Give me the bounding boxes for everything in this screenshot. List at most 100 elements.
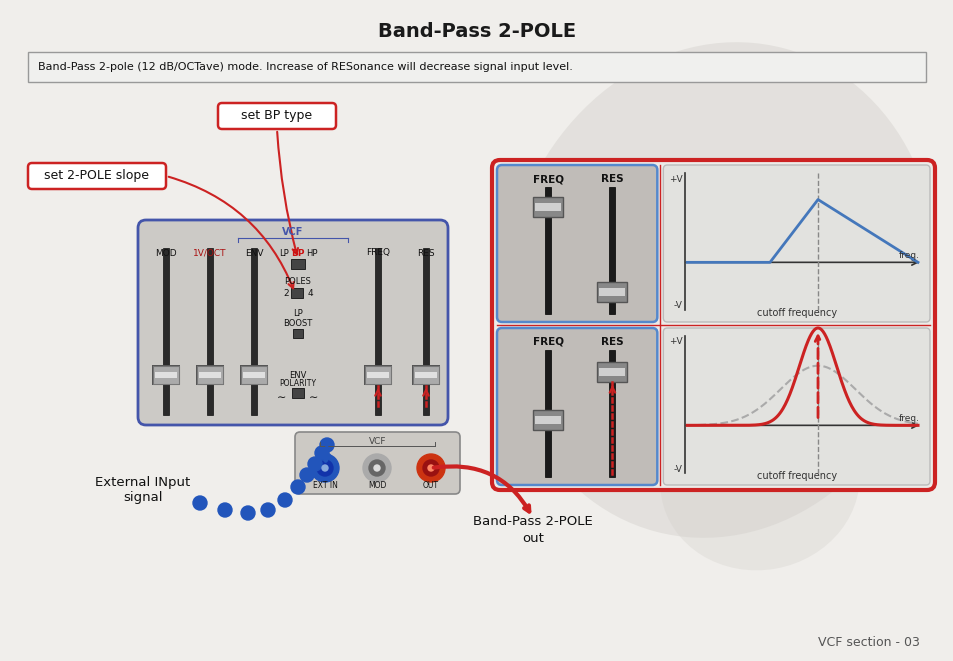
Text: External INput
signal: External INput signal: [95, 476, 191, 504]
Circle shape: [291, 480, 305, 494]
Bar: [545, 350, 551, 477]
Bar: [364, 365, 392, 385]
Bar: [243, 372, 265, 378]
Bar: [293, 329, 303, 338]
Circle shape: [277, 493, 292, 507]
Text: ENV: ENV: [245, 249, 263, 258]
FancyBboxPatch shape: [497, 165, 657, 322]
Circle shape: [308, 457, 322, 471]
Bar: [240, 365, 268, 385]
Text: cutoff frequency: cutoff frequency: [756, 308, 836, 318]
Text: 2: 2: [283, 288, 289, 297]
Bar: [597, 362, 627, 382]
Text: 1V/OCT: 1V/OCT: [193, 249, 227, 258]
Text: ∼: ∼: [277, 393, 287, 403]
Text: POLARITY: POLARITY: [279, 379, 316, 387]
Ellipse shape: [502, 42, 937, 538]
Bar: [291, 259, 305, 269]
Text: HP: HP: [306, 249, 317, 258]
Bar: [154, 372, 177, 378]
Bar: [241, 366, 267, 384]
Bar: [152, 365, 180, 385]
FancyBboxPatch shape: [662, 165, 929, 322]
Circle shape: [218, 503, 232, 517]
Text: cutoff frequency: cutoff frequency: [756, 471, 836, 481]
Text: LP: LP: [279, 249, 289, 258]
Bar: [291, 288, 303, 298]
Bar: [207, 248, 213, 415]
Text: EXT IN: EXT IN: [313, 481, 337, 490]
FancyBboxPatch shape: [138, 220, 448, 425]
Circle shape: [314, 446, 329, 460]
Text: -V: -V: [673, 301, 681, 311]
FancyBboxPatch shape: [294, 432, 459, 494]
Text: set BP type: set BP type: [241, 110, 313, 122]
Circle shape: [241, 506, 254, 520]
Bar: [535, 416, 560, 424]
Bar: [609, 350, 615, 477]
Text: BP: BP: [291, 249, 304, 258]
Text: freq.: freq.: [898, 251, 919, 260]
Text: Band-Pass 2-POLE
out: Band-Pass 2-POLE out: [473, 515, 592, 545]
Bar: [598, 288, 625, 296]
Text: RES: RES: [416, 249, 435, 258]
Text: VCF: VCF: [369, 436, 386, 446]
Circle shape: [311, 454, 338, 482]
Bar: [422, 248, 429, 415]
Text: POLES: POLES: [284, 278, 311, 286]
Text: VCF section - 03: VCF section - 03: [818, 637, 919, 650]
Text: RES: RES: [600, 174, 623, 184]
Text: FREQ: FREQ: [532, 174, 563, 184]
Text: Band-Pass 2-POLE: Band-Pass 2-POLE: [377, 22, 576, 41]
FancyBboxPatch shape: [497, 328, 657, 485]
Text: MOD: MOD: [368, 481, 386, 490]
Text: 4: 4: [307, 288, 313, 297]
Text: ENV: ENV: [289, 371, 306, 379]
Text: VCF: VCF: [282, 227, 303, 237]
Bar: [412, 365, 439, 385]
Bar: [609, 187, 615, 314]
FancyBboxPatch shape: [662, 328, 929, 485]
Text: -V: -V: [673, 465, 681, 473]
Bar: [251, 248, 256, 415]
Bar: [597, 282, 627, 302]
Bar: [199, 372, 221, 378]
Bar: [535, 203, 560, 211]
Circle shape: [299, 468, 314, 482]
Text: ∼: ∼: [309, 393, 318, 403]
FancyBboxPatch shape: [218, 103, 335, 129]
Circle shape: [316, 460, 333, 476]
Text: LP: LP: [293, 309, 302, 319]
Bar: [598, 368, 625, 376]
Bar: [533, 197, 562, 217]
Circle shape: [416, 454, 444, 482]
Bar: [152, 366, 179, 384]
Text: FREQ: FREQ: [366, 249, 390, 258]
Bar: [28, 52, 925, 82]
Text: freq.: freq.: [898, 414, 919, 423]
Text: +V: +V: [668, 338, 681, 346]
Bar: [195, 365, 224, 385]
Bar: [196, 366, 223, 384]
Circle shape: [374, 465, 379, 471]
Text: MOD: MOD: [155, 249, 176, 258]
Text: BOOST: BOOST: [283, 319, 313, 327]
Circle shape: [193, 496, 207, 510]
Circle shape: [322, 465, 328, 471]
Text: OUT: OUT: [422, 481, 438, 490]
Bar: [292, 388, 304, 398]
Circle shape: [422, 460, 438, 476]
Text: +V: +V: [668, 175, 681, 184]
Ellipse shape: [659, 390, 859, 570]
Bar: [163, 248, 169, 415]
Bar: [413, 366, 438, 384]
FancyBboxPatch shape: [28, 163, 166, 189]
Bar: [365, 366, 391, 384]
Text: set 2-POLE slope: set 2-POLE slope: [45, 169, 150, 182]
Bar: [375, 248, 380, 415]
FancyBboxPatch shape: [492, 160, 934, 490]
Circle shape: [369, 460, 385, 476]
Bar: [367, 372, 389, 378]
Text: Band-Pass 2-pole (12 dB/OCTave) mode. Increase of RESonance will decrease signal: Band-Pass 2-pole (12 dB/OCTave) mode. In…: [38, 62, 572, 72]
Circle shape: [363, 454, 391, 482]
